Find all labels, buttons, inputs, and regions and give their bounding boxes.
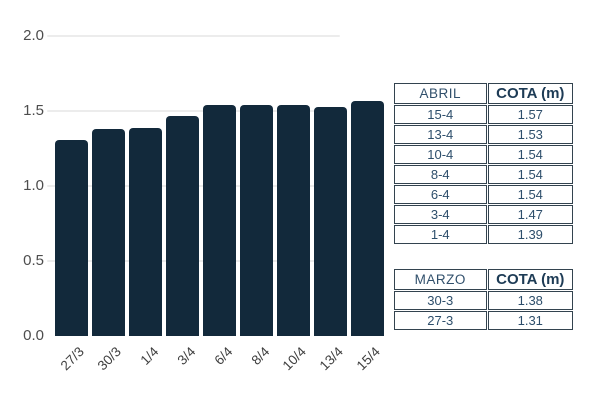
month-header: MARZO [394, 269, 487, 290]
table-row: 30-3 1.38 [394, 291, 573, 310]
table-row: 8-4 1.54 [394, 165, 573, 184]
table-row: 6-4 1.54 [394, 185, 573, 204]
y-axis-tick-label: 1.5 [23, 102, 44, 119]
table-row: 27-3 1.31 [394, 311, 573, 330]
date-cell: 8-4 [394, 165, 487, 184]
cota-value-cell: 1.53 [487, 125, 573, 144]
date-cell: 13-4 [394, 125, 487, 144]
y-axis-tick-label: 0.0 [23, 327, 44, 344]
cota-value-cell: 1.31 [487, 311, 573, 330]
y-axis-tick-label: 1.0 [23, 177, 44, 194]
bar-8-4 [240, 105, 273, 336]
cota-value-cell: 1.39 [487, 225, 573, 244]
cota-value-cell: 1.47 [487, 205, 573, 224]
bar-6-4 [203, 105, 236, 336]
bar-15-4 [351, 100, 384, 336]
y-axis-tick-label: 0.5 [23, 252, 44, 269]
bar-27-3 [55, 139, 88, 336]
data-table-marzo: MARZO COTA (m) 30-3 1.38 27-3 1.31 [393, 268, 574, 331]
table-row: 13-4 1.53 [394, 125, 573, 144]
data-table-abril: ABRIL COTA (m) 15-4 1.57 13-4 1.53 10-4 1.54 8-4… [393, 82, 574, 245]
bar-30-3 [92, 129, 125, 336]
cota-header: COTA (m) [487, 83, 573, 104]
gridline [47, 110, 340, 112]
month-header: ABRIL [394, 83, 487, 104]
date-cell: 15-4 [394, 105, 487, 124]
cota-header: COTA (m) [487, 269, 573, 290]
bar-3-4 [166, 115, 199, 336]
table-row: 1-4 1.39 [394, 225, 573, 244]
table-row: 15-4 1.57 [394, 105, 573, 124]
y-axis-tick-label: 2.0 [23, 27, 44, 44]
cota-value-cell: 1.38 [487, 291, 573, 310]
table-row: 3-4 1.47 [394, 205, 573, 224]
date-cell: 10-4 [394, 145, 487, 164]
date-cell: 3-4 [394, 205, 487, 224]
bar-13-4 [314, 106, 347, 336]
cota-value-cell: 1.54 [487, 185, 573, 204]
cota-value-cell: 1.54 [487, 145, 573, 164]
bar-10-4 [277, 105, 310, 336]
gridline [47, 35, 340, 37]
date-cell: 30-3 [394, 291, 487, 310]
date-cell: 1-4 [394, 225, 487, 244]
cota-value-cell: 1.54 [487, 165, 573, 184]
cota-value-cell: 1.57 [487, 105, 573, 124]
bar-1-4 [129, 127, 162, 336]
table-row: 10-4 1.54 [394, 145, 573, 164]
date-cell: 6-4 [394, 185, 487, 204]
date-cell: 27-3 [394, 311, 487, 330]
